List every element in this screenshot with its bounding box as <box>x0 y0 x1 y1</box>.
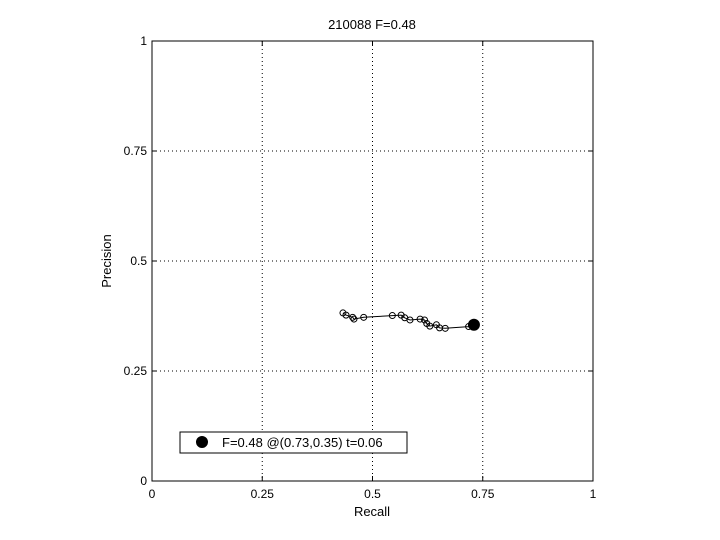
x-tick-label: 0 <box>149 487 156 501</box>
x-tick-label: 0.75 <box>471 487 495 501</box>
y-tick-label: 0.75 <box>124 144 148 158</box>
y-axis-label: Precision <box>99 234 114 287</box>
data-point <box>406 316 414 324</box>
legend-marker <box>196 436 208 448</box>
data-point <box>349 313 357 321</box>
x-tick-label: 0.25 <box>251 487 275 501</box>
series-line <box>342 312 475 329</box>
data-point <box>426 322 434 330</box>
x-tick-label: 0.5 <box>364 487 381 501</box>
data-point <box>350 315 358 323</box>
y-tick-label: 0.25 <box>124 364 148 378</box>
grid-lines <box>152 41 593 481</box>
x-axis-label: Recall <box>354 504 390 519</box>
data-point <box>388 312 396 320</box>
plot-area: 0 0.25 0.5 0.75 1 0 0.25 0.5 0.75 1 <box>124 34 597 501</box>
data-point <box>342 311 350 319</box>
data-point <box>360 313 368 321</box>
axis-ticks: 0 0.25 0.5 0.75 1 0 0.25 0.5 0.75 1 <box>124 34 597 501</box>
series-group <box>339 309 480 332</box>
y-tick-label: 0.5 <box>130 254 147 268</box>
chart-title: 210088 F=0.48 <box>328 17 416 32</box>
legend-entry-label: F=0.48 @(0.73,0.35) t=0.06 <box>222 435 383 450</box>
best-f-point <box>467 318 480 331</box>
data-point <box>441 324 449 332</box>
y-tick-label: 0 <box>140 474 147 488</box>
data-point <box>421 316 429 324</box>
x-tick-label: 1 <box>590 487 597 501</box>
legend: F=0.48 @(0.73,0.35) t=0.06 <box>179 431 408 454</box>
data-point <box>416 315 424 323</box>
legend-box <box>179 431 408 454</box>
y-tick-label: 1 <box>140 34 147 48</box>
